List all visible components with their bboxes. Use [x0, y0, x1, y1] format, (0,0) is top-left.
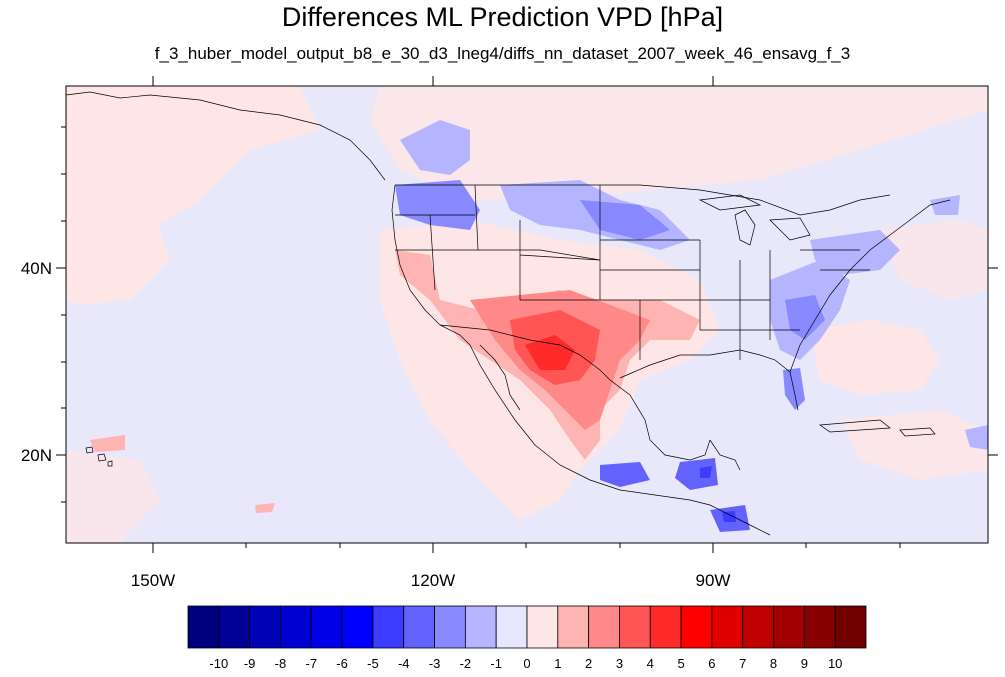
coastline-gulf-of-california: [479, 344, 521, 411]
colorbar-box: [495, 605, 528, 649]
lake-michigan: [734, 209, 756, 246]
vpd-difference-field: [66, 86, 988, 543]
negative-anomaly-northeast: [810, 230, 900, 275]
colorbar-label: 2: [585, 656, 592, 671]
pink-zone-southwest-pacific: [66, 450, 160, 543]
colorbar-box: [249, 605, 281, 649]
colorbar-label: 6: [708, 656, 715, 671]
coastline-gulf-mexico-west: [609, 379, 711, 461]
colorbar-box: [310, 605, 343, 649]
negative-anomaly-central-america-core: [722, 511, 736, 522]
colorbar-label: -5: [367, 656, 379, 671]
colorbar-label: -9: [244, 656, 256, 671]
positive-anomaly-hawaii: [90, 435, 125, 452]
x-label-120w: 120W: [411, 571, 455, 590]
pink-zone-canada: [370, 86, 988, 200]
x-label-150w: 150W: [131, 571, 175, 590]
islands-hawaii: [85, 446, 113, 467]
negative-anomaly-nova-scotia: [930, 195, 960, 215]
colorbar-box: [619, 605, 651, 649]
y-label-40n: 40N: [21, 259, 52, 278]
colorbar-label: 7: [739, 656, 746, 671]
colorbar-box: [680, 605, 713, 649]
colorbar-label: -7: [305, 656, 317, 671]
colorbar-label: -4: [398, 656, 410, 671]
colorbar-label: 5: [677, 656, 684, 671]
colorbar-label: -3: [429, 656, 441, 671]
colorbar-box: [403, 605, 435, 649]
colorbar-label: 0: [523, 656, 530, 671]
negative-anomaly-dakotas: [580, 200, 670, 240]
lake-huron: [769, 217, 811, 241]
pink-zone-west-pacific: [66, 180, 170, 305]
coastline-us-west: [391, 184, 471, 346]
colorbar-label: 4: [647, 656, 654, 671]
colorbar-box: [588, 605, 620, 649]
state-boundaries: [395, 184, 870, 360]
colorbar-box: [434, 605, 466, 649]
lake-superior: [698, 194, 762, 211]
colorbar-label: -2: [460, 656, 472, 671]
chart-title: Differences ML Prediction VPD [hPa]: [281, 2, 724, 32]
colorbar-label: -10: [209, 656, 228, 671]
colorbar-label: 10: [828, 656, 842, 671]
colorbar-box: [834, 605, 867, 649]
colorbar-box: [649, 605, 682, 649]
colorbar-box: [280, 605, 312, 649]
coastline-mexico-west: [469, 344, 691, 501]
negative-anomaly-mexico-gulf: [675, 458, 718, 490]
colorbar-label: 3: [616, 656, 623, 671]
colorbar-label: -6: [336, 656, 348, 671]
colorbar-box: [711, 605, 744, 649]
colorbar-label: -1: [490, 656, 502, 671]
colorbar-box: [187, 605, 220, 649]
negative-anomaly-northwest: [395, 180, 480, 230]
colorbar-label: -8: [275, 656, 287, 671]
colorbar-labels: -10 -9 -8 -7 -6 -5 -4 -3 -2 -1 0 1 2 3 4 5 6 7 8 9 10: [209, 656, 842, 671]
negative-anomaly-canada-west: [400, 120, 470, 175]
negative-anomaly-mexico-gulf-core: [700, 466, 712, 478]
negative-anomaly-caribbean-east: [965, 425, 988, 450]
border-us-mexico: [439, 324, 611, 381]
coastline-central-america: [689, 499, 771, 536]
positive-anomaly-peak: [525, 335, 575, 370]
border-canada-us: [395, 184, 891, 216]
colorbar: [187, 605, 867, 649]
colorbar-box: [773, 605, 805, 649]
pink-zone-caribbean: [840, 410, 988, 480]
colorbar-label: 9: [801, 656, 808, 671]
colorbar-box: [803, 605, 836, 649]
pink-zone-north-atlantic: [880, 220, 988, 300]
colorbar-box: [341, 605, 374, 649]
coastline-yucatan: [709, 439, 741, 471]
colorbar-label: 1: [554, 656, 561, 671]
y-label-20n: 20N: [21, 446, 52, 465]
colorbar-box: [526, 605, 559, 649]
negative-anomaly-carolinas: [785, 295, 825, 340]
x-label-90w: 90W: [696, 571, 731, 590]
colorbar-box: [464, 605, 497, 649]
colorbar-box: [557, 605, 590, 649]
colorbar-box: [742, 605, 774, 649]
pink-zone-atlantic: [810, 320, 940, 395]
positive-anomaly-pacific-spot: [255, 503, 275, 513]
coastline-us-east: [789, 199, 951, 373]
chart-subtitle: f_3_huber_model_output_b8_e_30_d3_lneg4/…: [154, 44, 851, 63]
colorbar-label: 8: [770, 656, 777, 671]
map-outlines: [66, 91, 951, 536]
islands-antilles: [819, 419, 936, 437]
x-ticks: [56, 76, 998, 553]
coastline-alaska: [66, 91, 386, 181]
negative-anomaly-mexico-west: [600, 462, 650, 487]
colorbar-box: [372, 605, 405, 649]
coastline-us-gulf: [619, 349, 799, 411]
colorbar-box: [218, 605, 251, 649]
